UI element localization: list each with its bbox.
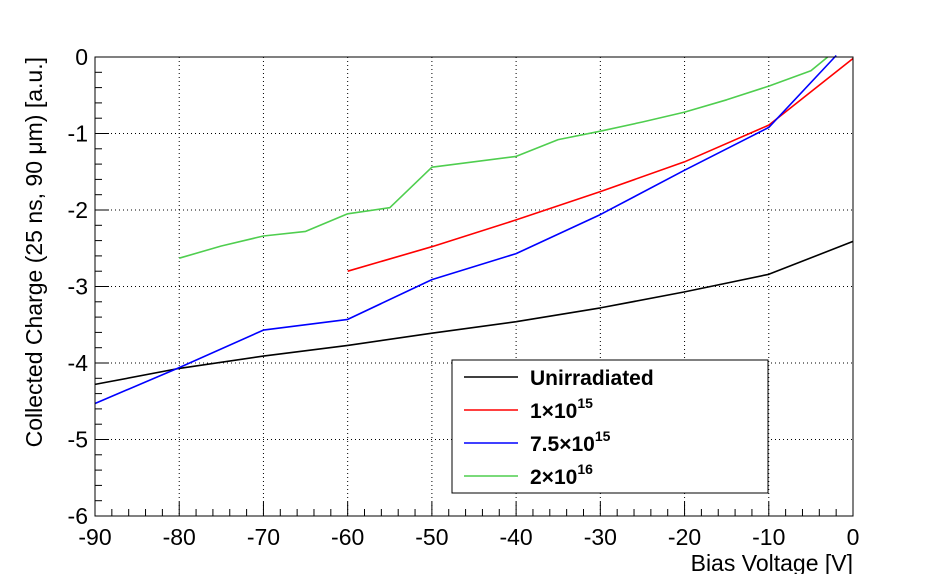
x-tick-label: -90 [78,524,111,550]
x-axis-title: Bias Voltage [V] [691,550,853,574]
x-tick-label: -80 [163,524,196,550]
series-line-2 [94,54,837,405]
x-tick-label: 0 [847,524,860,550]
y-tick-label: -2 [68,197,88,223]
x-tick-label: -60 [331,524,364,550]
x-tick-label: -10 [752,524,785,550]
series-line-1 [347,57,854,272]
x-tick-label: -40 [499,524,532,550]
y-tick-label: -3 [68,274,88,300]
x-tick-label: -50 [415,524,448,550]
y-tick-label: 0 [75,44,88,70]
y-tick-label: -4 [68,350,89,376]
y-tick-label: -5 [68,427,88,453]
y-tick-label: -6 [68,503,88,529]
x-tick-label: -30 [584,524,617,550]
axis-ticks [94,56,854,517]
grid [95,57,853,516]
y-tick-label: -1 [68,121,88,147]
series-layer [94,54,854,405]
legend-entry-label: Unirradiated [530,367,654,390]
y-axis-title: Collected Charge (25 ns, 90 μm) [a.u.] [21,57,47,447]
series-line-3 [178,56,829,259]
legend-entry-label: 2×1016 [530,461,593,489]
x-tick-label: -70 [247,524,280,550]
legend-box [451,359,769,494]
series-line-0 [94,240,854,386]
tick-labels: -90 -80 -70 -60 -50 -40 -30 -20 -10 0-6-5-4-3-2-1… [68,44,860,550]
x-tick-label: -20 [668,524,701,550]
